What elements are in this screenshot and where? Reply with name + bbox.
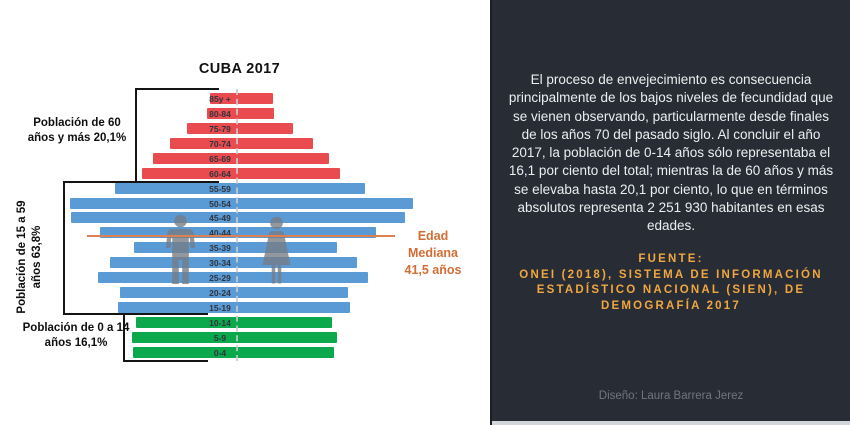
age-group-label: 65-69 (209, 153, 231, 164)
pyramid-bar (136, 316, 332, 328)
pyramid-bar (118, 302, 350, 314)
median-age-line (87, 235, 395, 237)
group-label-line: años 16,1% (44, 337, 108, 349)
age-group-label: 85y + (209, 94, 231, 104)
group-label-line: Población de 0 a 14 (22, 322, 130, 334)
age-group-label: 35-39 (209, 243, 231, 254)
age-group-label: 0-4 (213, 347, 227, 358)
pyramid-bar (70, 197, 413, 209)
pyramid-bar (120, 287, 348, 299)
age-group-label: 10-14 (209, 317, 231, 328)
source-block: FUENTE: ONEI (2018), SISTEMA DE INFORMAC… (492, 252, 850, 314)
population-pyramid: CUBA 2017 85y + 80-84 75-79 70-74 65-69 60-64… (15, 61, 475, 362)
bracket-15-59 (63, 181, 219, 313)
female-silhouette-icon (262, 216, 291, 284)
pyramid-bar (134, 242, 337, 254)
pyramid-bar (115, 182, 365, 194)
pyramid-center-axis (236, 89, 238, 361)
pyramid-bar (132, 331, 337, 343)
male-silhouette-icon (166, 214, 195, 284)
design-credit: Diseño: Laura Barrera Jerez (598, 390, 744, 402)
pyramid-bar (207, 107, 274, 119)
panel-bottom-edge (492, 421, 850, 425)
median-age-label: Edad Mediana 41,5 años (391, 228, 475, 279)
source-line: DEMOGRAFÍA 2017 (601, 299, 741, 312)
pyramid-bar (170, 137, 313, 149)
age-group-label: 60-64 (209, 168, 231, 179)
group-label-line: años y más 20,1% (27, 132, 127, 144)
bracket-0-14 (123, 315, 208, 362)
age-group-label: 50-54 (209, 198, 231, 209)
age-group-label: 5-9 (213, 332, 227, 343)
median-age-title: Edad Mediana (407, 229, 458, 260)
age-group-label: 40-44 (209, 228, 231, 239)
pyramid-bar (110, 257, 357, 269)
median-age-value: 41,5 años (404, 263, 462, 277)
chart-title: CUBA 2017 (198, 61, 281, 77)
age-group-label: 25-29 (209, 273, 231, 284)
age-group-label: 80-84 (209, 108, 231, 119)
info-panel: El proceso de envejecimiento es consecue… (490, 0, 850, 425)
pyramid-bar (100, 227, 376, 239)
description-paragraph: El proceso de envejecimiento es consecue… (508, 72, 834, 234)
group-label-line: Población de 60 (33, 117, 121, 129)
bracket-15-59-bottom (63, 313, 208, 315)
pyramid-bar (71, 212, 405, 224)
pyramid-bar (187, 122, 293, 134)
pyramid-bar (98, 272, 368, 284)
pyramid-bar (153, 152, 329, 164)
age-group-label: 30-34 (209, 258, 231, 269)
group-label-line: Población de 15 a 59 (16, 200, 28, 314)
bracket-60-plus (135, 88, 219, 181)
group-label-line: años 63,8% (31, 225, 43, 289)
age-group-label: 20-24 (209, 288, 231, 299)
source-line: FUENTE: (638, 253, 704, 265)
age-group-label: 45-49 (209, 213, 231, 224)
group-label-60-plus: Población de 60 años y más 20,1% (20, 116, 134, 146)
source-line: ESTADÍSTICO NACIONAL (SIEN), DE (536, 284, 806, 296)
pyramid-bar (133, 346, 334, 358)
age-group-label: 55-59 (209, 183, 231, 194)
source-line: ONEI (2018), SISTEMA DE INFORMACIÓN (519, 268, 823, 281)
pyramid-bar (142, 167, 340, 179)
pyramid-bar (210, 93, 273, 104)
group-label-0-14: Población de 0 a 14 años 16,1% (18, 321, 134, 351)
group-label-15-59: Población de 15 a 59 años 63,8% (15, 177, 49, 337)
age-group-label: 75-79 (209, 123, 231, 134)
age-group-label: 70-74 (209, 138, 231, 149)
age-group-label: 15-19 (209, 303, 231, 314)
